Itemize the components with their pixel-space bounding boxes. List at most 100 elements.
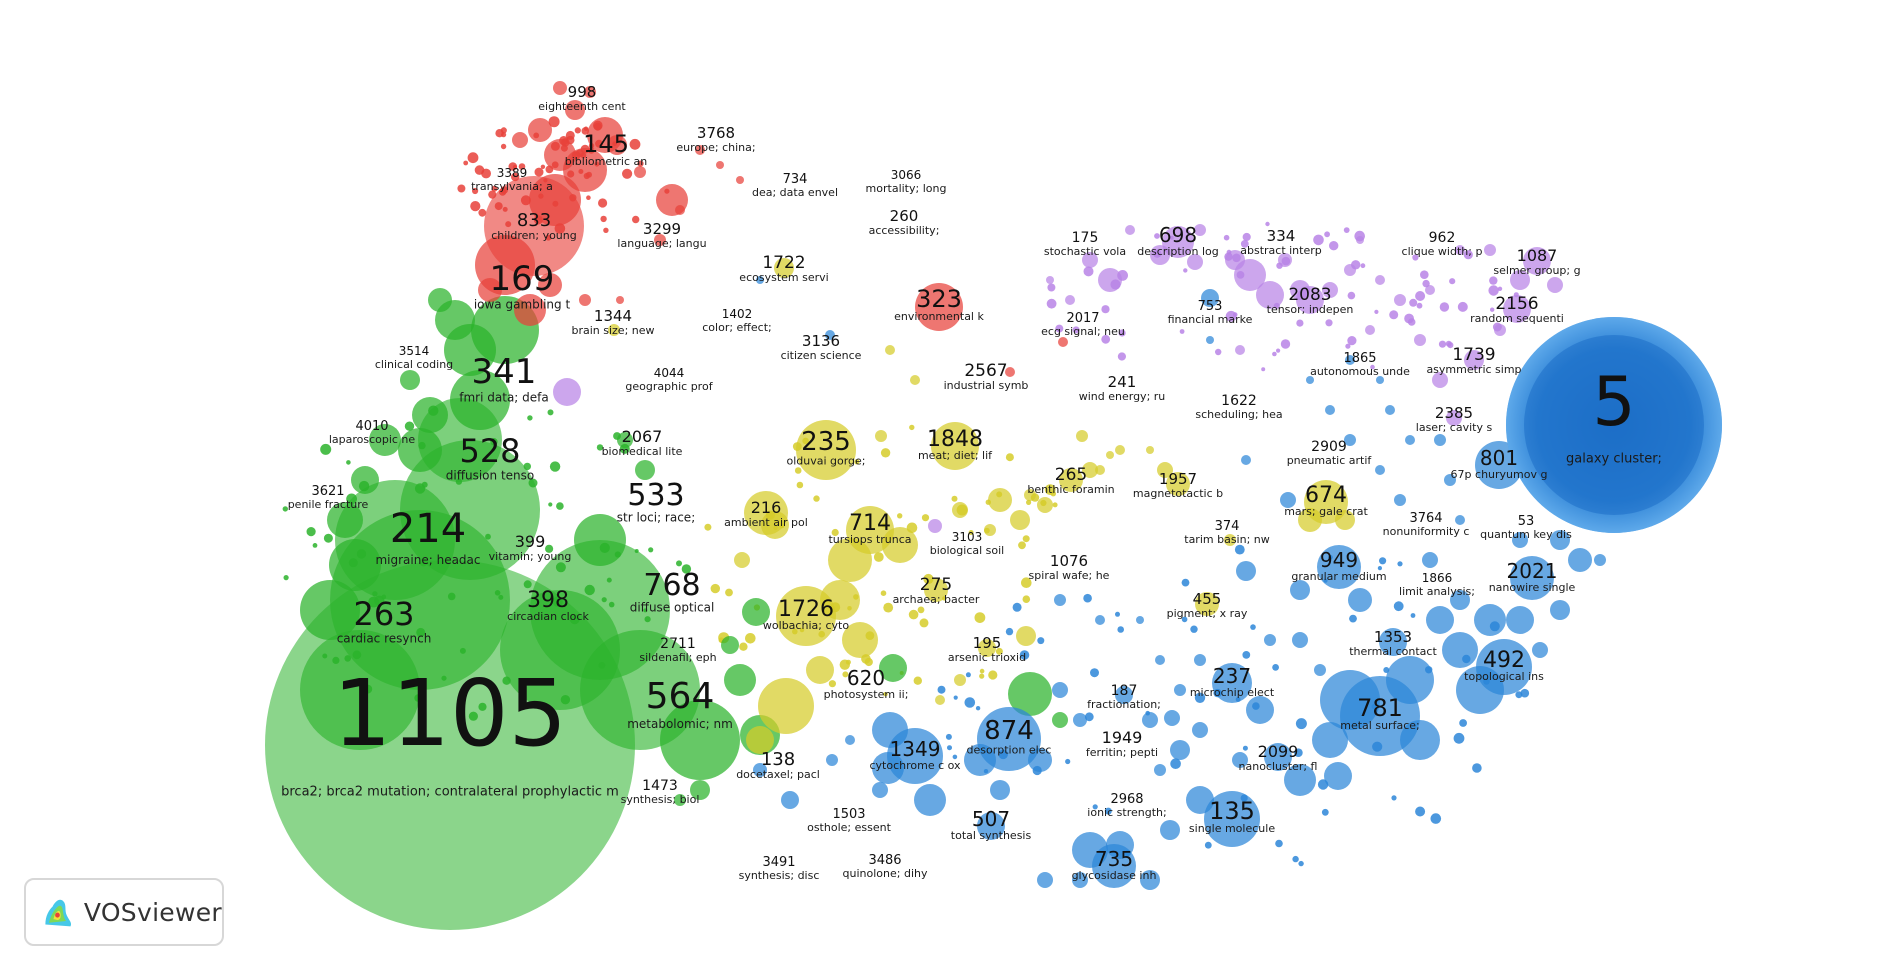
label-layer: 1105 brca2; brca2 mutation; contralateral…	[281, 83, 1662, 882]
node-number: 962	[1429, 230, 1456, 246]
node-1105[interactable]: 1105 brca2; brca2 mutation; contralateral…	[281, 660, 619, 800]
node-label: metal surface;	[1340, 719, 1419, 732]
node-number: 1957	[1159, 470, 1197, 488]
cluster-bubble	[1503, 295, 1531, 323]
cluster-bubble	[369, 424, 401, 456]
node-number: 2711	[660, 636, 696, 652]
cluster-bubble	[514, 294, 546, 326]
node-5[interactable]: 5 galaxy cluster;	[1566, 363, 1662, 466]
cluster-bubble	[1160, 820, 1180, 840]
vosviewer-logo[interactable]: VOSviewer	[24, 878, 224, 946]
cluster-dot	[1272, 664, 1279, 671]
node-number: 1402	[722, 307, 753, 321]
